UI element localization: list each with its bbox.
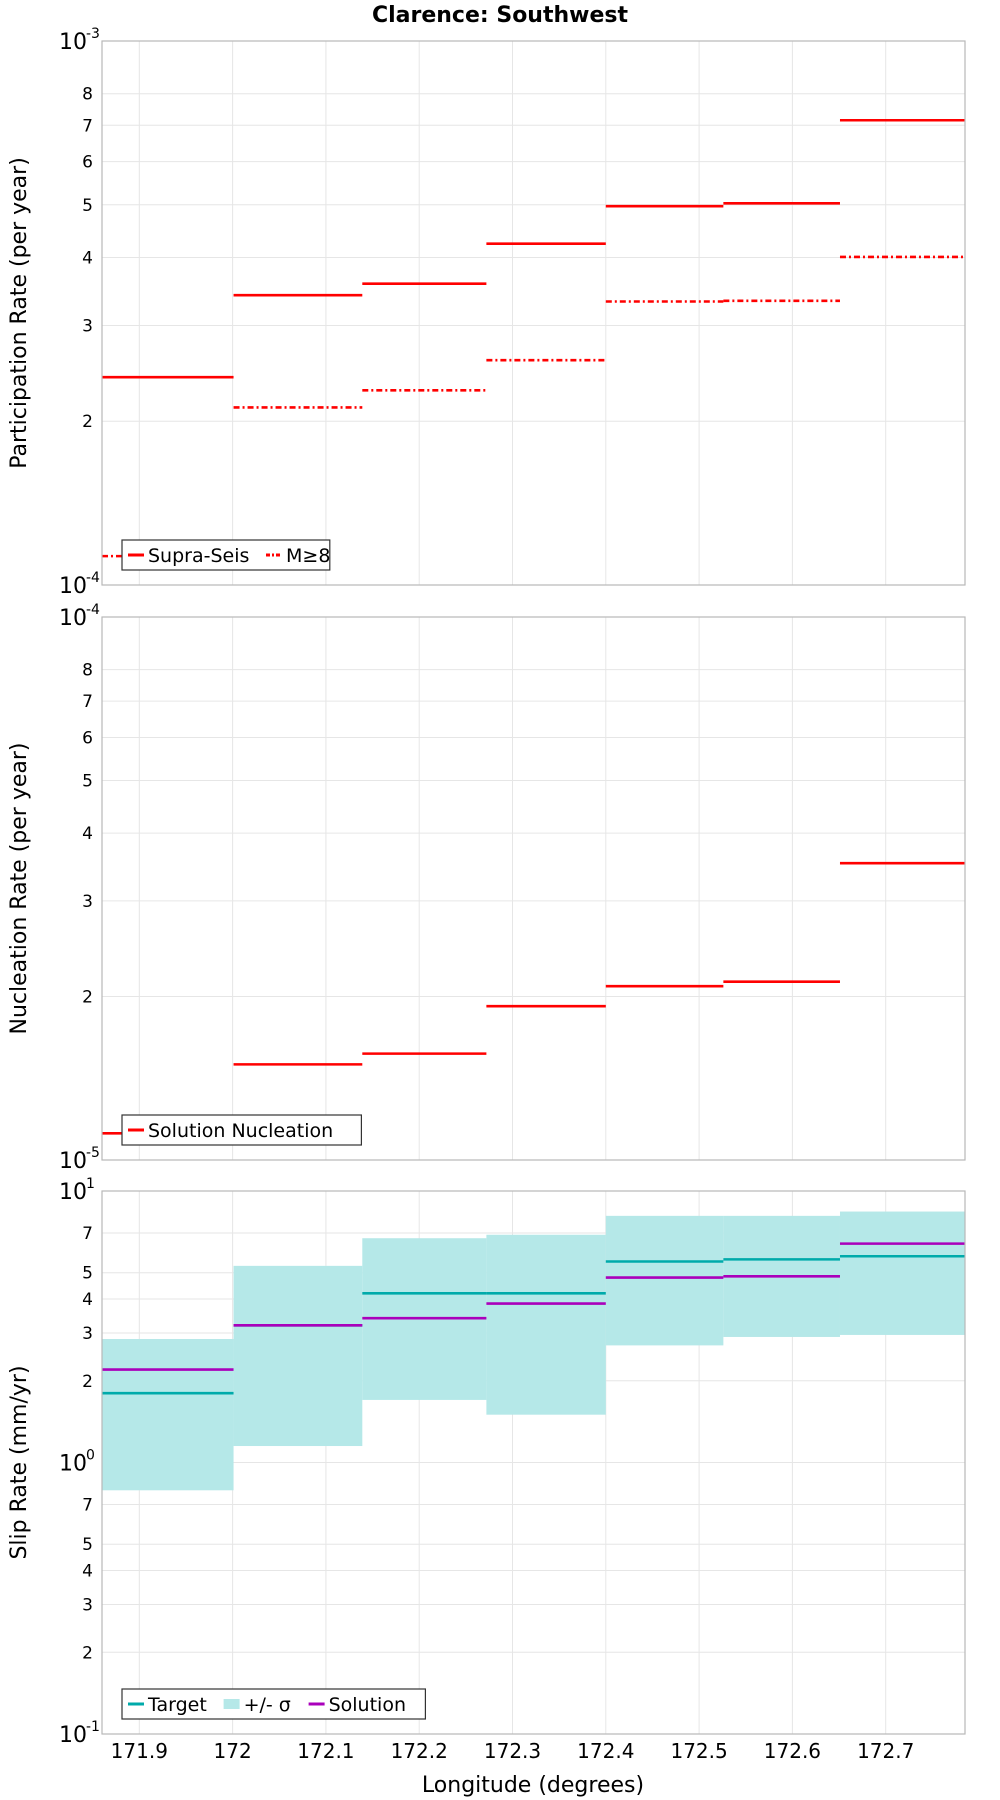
y-tick-label: 7: [82, 1496, 93, 1516]
y-tick-label: 2: [82, 1643, 93, 1663]
y-major-tick-label: 10: [59, 1180, 87, 1205]
y-tick-label: 5: [82, 1535, 93, 1555]
legend-label: Solution: [329, 1694, 406, 1716]
y-tick-label: 3: [82, 1595, 93, 1615]
y-tick-label: 8: [82, 661, 93, 681]
legend-box: [121, 539, 331, 571]
y-major-tick-exponent: -1: [86, 1719, 100, 1735]
plot-frame: [101, 616, 966, 1161]
y-tick-label: 4: [82, 1290, 93, 1310]
sigma-band-segment: [102, 1339, 234, 1491]
x-tick-label: 172.2: [391, 1739, 448, 1763]
y-axis-title: Slip Rate (mm/yr): [7, 1365, 32, 1559]
sigma-band-segment: [839, 1211, 965, 1335]
y-tick-label: 7: [82, 692, 93, 712]
y-tick-label: 2: [82, 1372, 93, 1392]
legend-label: Supra-Seis: [148, 545, 249, 567]
y-axis-title: Participation Rate (per year): [7, 157, 32, 469]
y-major-tick-exponent: -4: [86, 602, 100, 618]
chart-title: Clarence: Southwest: [372, 3, 629, 28]
legend: Supra-Seis M≥8: [121, 539, 331, 571]
x-tick-label: 172.3: [484, 1739, 541, 1763]
x-tick-label: 172.4: [577, 1739, 634, 1763]
y-tick-label: 4: [82, 248, 93, 268]
y-tick-label: 3: [82, 316, 93, 336]
legend-label: Solution Nucleation: [148, 1120, 333, 1142]
legend: Solution Nucleation: [121, 1114, 362, 1146]
y-tick-label: 8: [82, 85, 93, 105]
x-tick-label: 172.6: [764, 1739, 821, 1763]
legend-label: +/- σ: [244, 1694, 291, 1716]
plot-frame: [101, 40, 966, 586]
sigma-band-segment: [605, 1215, 724, 1346]
x-tick-label: 172: [214, 1739, 252, 1763]
y-tick-label: 3: [82, 892, 93, 912]
legend-label: Target: [147, 1694, 207, 1716]
y-tick-label: 4: [82, 1562, 93, 1582]
y-tick-label: 3: [82, 1324, 93, 1344]
y-tick-label: 7: [82, 116, 93, 136]
y-axis-title: Nucleation Rate (per year): [7, 743, 32, 1035]
plot-background: [102, 617, 965, 1160]
legend-label: M≥8: [286, 545, 330, 567]
y-tick-label: 6: [82, 728, 93, 748]
y-major-tick-exponent: -3: [86, 26, 100, 42]
x-tick-label: 172.1: [297, 1739, 354, 1763]
y-major-tick-label: 10: [59, 1452, 87, 1477]
y-major-tick-label: 10: [59, 30, 87, 55]
plot-background: [102, 41, 965, 585]
y-tick-label: 6: [82, 153, 93, 173]
sigma-band-segment: [486, 1234, 606, 1415]
sigma-band-segment: [233, 1265, 363, 1447]
y-major-tick-label: 10: [59, 606, 87, 631]
plot-frame: [101, 1190, 966, 1735]
y-tick-label: 5: [82, 771, 93, 791]
legend-box: [121, 1688, 426, 1720]
y-major-tick-exponent: -5: [86, 1145, 100, 1161]
y-tick-label: 2: [82, 988, 93, 1008]
y-major-tick-label: 10: [59, 1723, 87, 1748]
y-tick-label: 4: [82, 824, 93, 844]
legend-box: [121, 1114, 362, 1146]
x-tick-label: 172.7: [857, 1739, 914, 1763]
y-tick-label: 2: [82, 412, 93, 432]
y-major-tick-exponent: 0: [86, 1448, 95, 1464]
y-tick-label: 5: [82, 196, 93, 216]
legend-swatch-band: [223, 1699, 240, 1709]
y-major-tick-exponent: -4: [86, 570, 100, 586]
y-tick-label: 5: [82, 1264, 93, 1284]
x-tick-label: 171.9: [111, 1739, 168, 1763]
x-tick-label: 172.5: [670, 1739, 727, 1763]
y-major-tick-label: 10: [59, 574, 87, 599]
x-axis-title: Longitude (degrees): [422, 1773, 644, 1798]
y-major-tick-label: 10: [59, 1149, 87, 1174]
y-major-tick-exponent: 1: [86, 1176, 95, 1192]
y-tick-label: 7: [82, 1224, 93, 1244]
x-axis: 171.9 172 172.1 172.2 172.3 172.4 172.5 172.6 17…: [111, 1739, 915, 1763]
legend: Target +/- σ Solution: [121, 1688, 426, 1720]
